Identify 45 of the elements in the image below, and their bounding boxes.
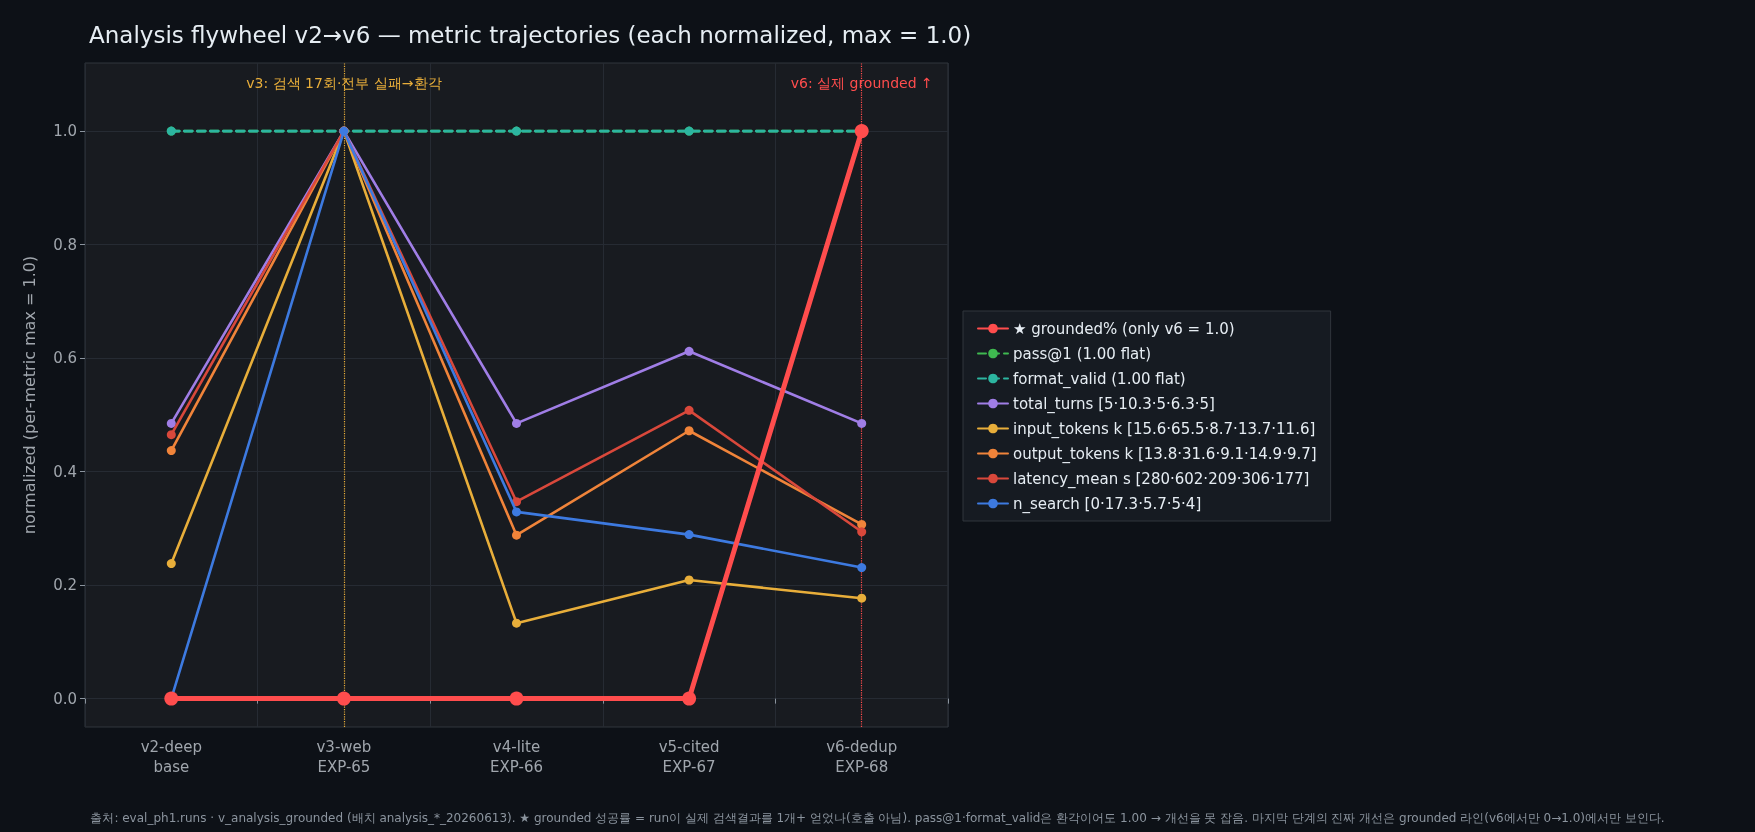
x-tick-label: v2-deep base xyxy=(140,738,202,776)
point xyxy=(684,575,694,585)
point xyxy=(512,530,521,540)
point xyxy=(512,618,521,628)
point xyxy=(509,691,524,706)
source-note: 출처: eval_ph1.runs · v_analysis_grounded (배치 analysis_*_20260613). ★ grounded 성공률 = run이 실제 검색결과를 1개+ 얻었나(호출 아님). pass@1·format_valid은 환각이어도 1.00 → 개선을 못 잡음. 마지막 단계의 진짜 개선은 grounded 라인(v6에서만 0→1.0)에서만 보인다. xyxy=(90,811,1665,825)
legend-label: total_turns [5·10.3·5·6.3·5] xyxy=(1013,394,1215,414)
legend-label: latency_mean s [280·602·209·306·177] xyxy=(1013,469,1310,489)
y-tick-label: 0.8 xyxy=(53,235,77,254)
y-tick-label: 0.0 xyxy=(53,689,77,708)
point xyxy=(166,430,176,440)
point xyxy=(857,593,867,603)
legend-label: n_search [0·17.3·5.7·5·4] xyxy=(1013,494,1202,514)
legend-label: input_tokens k [15.6·65.5·8.7·13.7·11.6] xyxy=(1013,419,1316,439)
point xyxy=(166,446,176,456)
point xyxy=(684,530,694,540)
legend-label: ★ grounded% (only v6 = 1.0) xyxy=(1013,319,1235,338)
point xyxy=(857,418,867,428)
point xyxy=(857,527,867,537)
y-tick-label: 1.0 xyxy=(53,122,77,141)
y-tick-label: 0.4 xyxy=(53,462,77,481)
legend-label: output_tokens k [13.8·31.6·9.1·14.9·9.7] xyxy=(1013,444,1317,464)
point xyxy=(512,507,521,517)
point xyxy=(682,691,697,706)
x-tick-label: v4-lite EXP-66 xyxy=(490,738,543,776)
x-tick-label: v6-dedup EXP-68 xyxy=(826,738,898,776)
point xyxy=(684,426,694,436)
y-tick-label: 0.6 xyxy=(53,349,77,368)
point xyxy=(166,418,176,428)
point xyxy=(512,418,521,428)
point xyxy=(684,405,694,415)
x-tick-label: v5-cited EXP-67 xyxy=(658,738,720,776)
x-tick-label: v3-web EXP-65 xyxy=(316,738,372,776)
point xyxy=(684,346,694,356)
point xyxy=(857,563,867,573)
legend-label: format_valid (1.00 flat) xyxy=(1013,369,1186,389)
ref-line-label: v3: 검색 17회·전부 실패→환각 xyxy=(246,74,442,91)
ref-line-label: v6: 실제 grounded ↑ xyxy=(790,74,933,91)
point xyxy=(857,519,867,529)
point xyxy=(166,559,176,569)
legend-label: pass@1 (1.00 flat) xyxy=(1013,344,1152,363)
y-axis-title: normalized (per-metric max = 1.0) xyxy=(19,255,39,535)
y-tick-label: 0.2 xyxy=(53,576,77,595)
chart-title: Analysis flywheel v2→v6 — metric trajectories (each normalized, max = 1.0) xyxy=(89,21,972,48)
point xyxy=(336,691,351,706)
